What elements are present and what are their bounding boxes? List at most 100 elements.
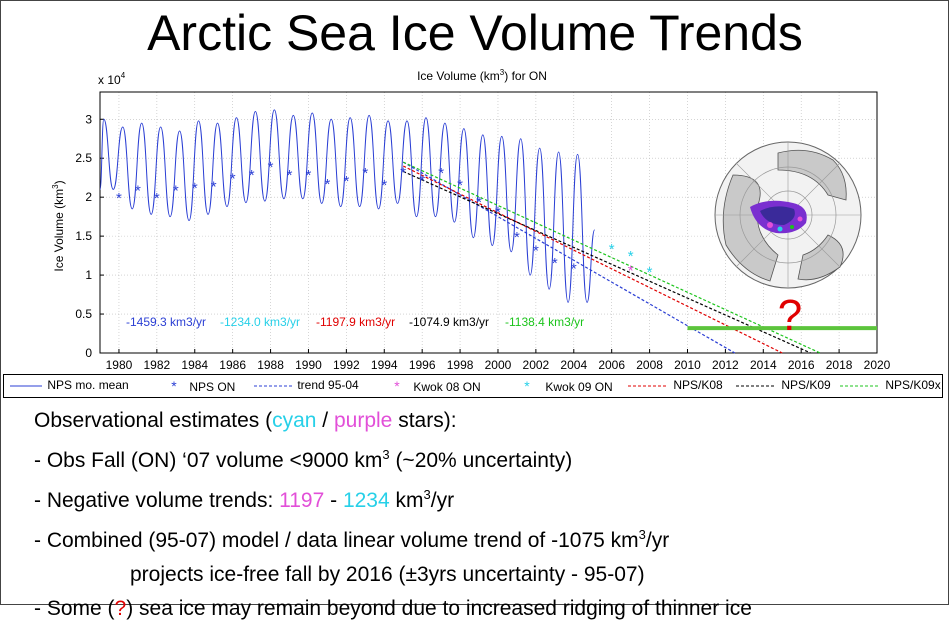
slide-title: Arctic Sea Ice Volume Trends [147, 5, 803, 61]
series-nps-k08 [402, 165, 783, 354]
marker-nps-on: * [135, 182, 141, 199]
note-line-3: - Negative volume trends: 1197 - 1234 km… [34, 487, 455, 512]
x-tick-label: 1984 [181, 358, 208, 372]
legend-swatch-solid [10, 385, 42, 387]
ice-volume-chart: 1980 1982 1984 1986 1988 1990 1992 1994 1996 1998… [51, 68, 891, 372]
marker-nps-on: * [343, 173, 349, 190]
legend-swatch-dashed [736, 385, 776, 387]
star-icon: * [171, 378, 177, 394]
legend-item-kwok-09-on: * Kwok 09 ON [512, 378, 613, 394]
chart-legend: NPS mo. mean * NPS ON trend 95-04 * Kwok… [3, 374, 943, 398]
marker-kwok-08-on: * [628, 263, 634, 280]
series-nps-k09x [402, 161, 821, 354]
x-tick-label: 2010 [674, 358, 701, 372]
x-tick-label: 1982 [144, 358, 171, 372]
legend-label: trend 95-04 [297, 378, 359, 392]
marker-nps-on: * [362, 165, 368, 182]
x-tick-label: 1992 [333, 358, 360, 372]
x-tick-label: 2006 [598, 358, 625, 372]
legend-label: NPS mo. mean [47, 378, 129, 392]
y-tick-label: 0.5 [75, 307, 92, 321]
x-tick-label: 2018 [826, 358, 853, 372]
marker-nps-on: * [419, 172, 425, 189]
legend-label: NPS/K08 [673, 378, 723, 392]
y-multiplier: x 104 [98, 71, 126, 87]
y-tick-label: 3 [85, 112, 92, 126]
x-tick-label: 2014 [750, 358, 777, 372]
x-tick-label: 1996 [409, 358, 436, 372]
marker-nps-on: * [287, 167, 293, 184]
note-line-6: - Some (?) sea ice may remain beyond due… [34, 597, 752, 620]
legend-item-nps-k08: NPS/K08 [628, 378, 723, 392]
x-tick-label: 1980 [106, 358, 133, 372]
x-tick-label: 2020 [864, 358, 891, 372]
marker-nps-on: * [116, 190, 122, 207]
legend-item-nps-k09: NPS/K09 [736, 378, 831, 392]
x-tick-label: 1994 [371, 358, 398, 372]
arctic-map-inset [714, 141, 862, 289]
series-nps-mo-mean [99, 109, 596, 303]
note-line-1: Observational estimates (cyan / purple s… [34, 409, 457, 432]
marker-nps-on: * [552, 255, 558, 272]
x-tick-label: 1990 [295, 358, 322, 372]
marker-nps-on: * [533, 242, 539, 259]
note-line-2: - Obs Fall (ON) ‘07 volume <9000 km3 (~2… [34, 447, 573, 472]
y-tick-label: 0 [85, 346, 92, 360]
x-tick-label: 2008 [636, 358, 663, 372]
x-tick-label: 2004 [560, 358, 587, 372]
trend-label-nps-k09: -1074.9 km3/yr [409, 315, 489, 329]
legend-swatch-dashed [254, 385, 292, 387]
y-tick-label: 2.5 [75, 151, 92, 165]
marker-nps-on: * [306, 167, 312, 184]
x-tick-label: 2000 [485, 358, 512, 372]
marker-nps-on: * [173, 182, 179, 199]
marker-nps-on: * [476, 194, 482, 211]
y-axis-label: Ice Volume (km3) [51, 180, 66, 271]
marker-layer: * * * * * * * * * * * * * * * * * * * * * * * * * * * * * [116, 159, 653, 281]
marker-nps-on: * [249, 167, 255, 184]
series-nps-k09 [402, 170, 811, 354]
x-tick-layer: 1980 1982 1984 1986 1988 1990 1992 1994 1996 1998… [106, 349, 891, 372]
trend-label-nps: -1459.3 km3/yr [126, 315, 206, 329]
x-tick-label: 1988 [257, 358, 284, 372]
legend-label: Kwok 09 ON [545, 380, 613, 394]
y-tick-label: 1 [85, 268, 92, 282]
marker-nps-on: * [192, 180, 198, 197]
legend-label: NPS/K09x [885, 378, 941, 392]
marker-nps-on: * [154, 190, 160, 207]
plot-frame [99, 91, 878, 354]
marker-nps-on: * [457, 177, 463, 194]
legend-label: NPS ON [189, 380, 236, 394]
legend-label: Kwok 08 ON [413, 380, 481, 394]
y-tick-label: 1.5 [75, 229, 92, 243]
note-line-4: - Combined (95-07) model / data linear v… [34, 527, 670, 552]
legend-label: NPS/K09 [781, 378, 831, 392]
marker-kwok-09-on: * [647, 264, 653, 281]
x-tick-label: 2016 [788, 358, 815, 372]
marker-nps-on: * [495, 204, 501, 221]
marker-kwok-09-on: * [609, 241, 615, 258]
star-icon: * [524, 378, 530, 394]
legend-swatch-dashed [840, 385, 880, 387]
note-line-5: projects ice-free fall by 2016 (±3yrs un… [130, 563, 645, 586]
question-mark: ? [778, 291, 802, 340]
chart-title: Ice Volume (km3) for ON [417, 68, 547, 83]
legend-item-trend-95-04: trend 95-04 [254, 378, 359, 392]
y-tick-label: 2 [85, 190, 92, 204]
marker-nps-on: * [571, 260, 577, 277]
marker-nps-on: * [230, 171, 236, 188]
trend-label-nps-k09x: -1138.4 km3/yr [505, 315, 584, 329]
series-layer [99, 109, 821, 354]
x-tick-label: 2002 [523, 358, 550, 372]
legend-item-kwok-08-on: * Kwok 08 ON [384, 378, 481, 394]
legend-item-nps-mo-mean: NPS mo. mean [10, 378, 129, 392]
legend-swatch-dashed [628, 385, 668, 387]
notes: Observational estimates (cyan / purple s… [34, 404, 752, 626]
trend-label-kwok09: -1234.0 km3/yr [220, 315, 300, 329]
marker-nps-on: * [211, 178, 217, 195]
x-tick-label: 2012 [712, 358, 739, 372]
marker-nps-on: * [514, 229, 520, 246]
marker-nps-on: * [324, 176, 330, 193]
x-tick-label: 1986 [219, 358, 246, 372]
series-trend-95-04 [402, 161, 736, 354]
